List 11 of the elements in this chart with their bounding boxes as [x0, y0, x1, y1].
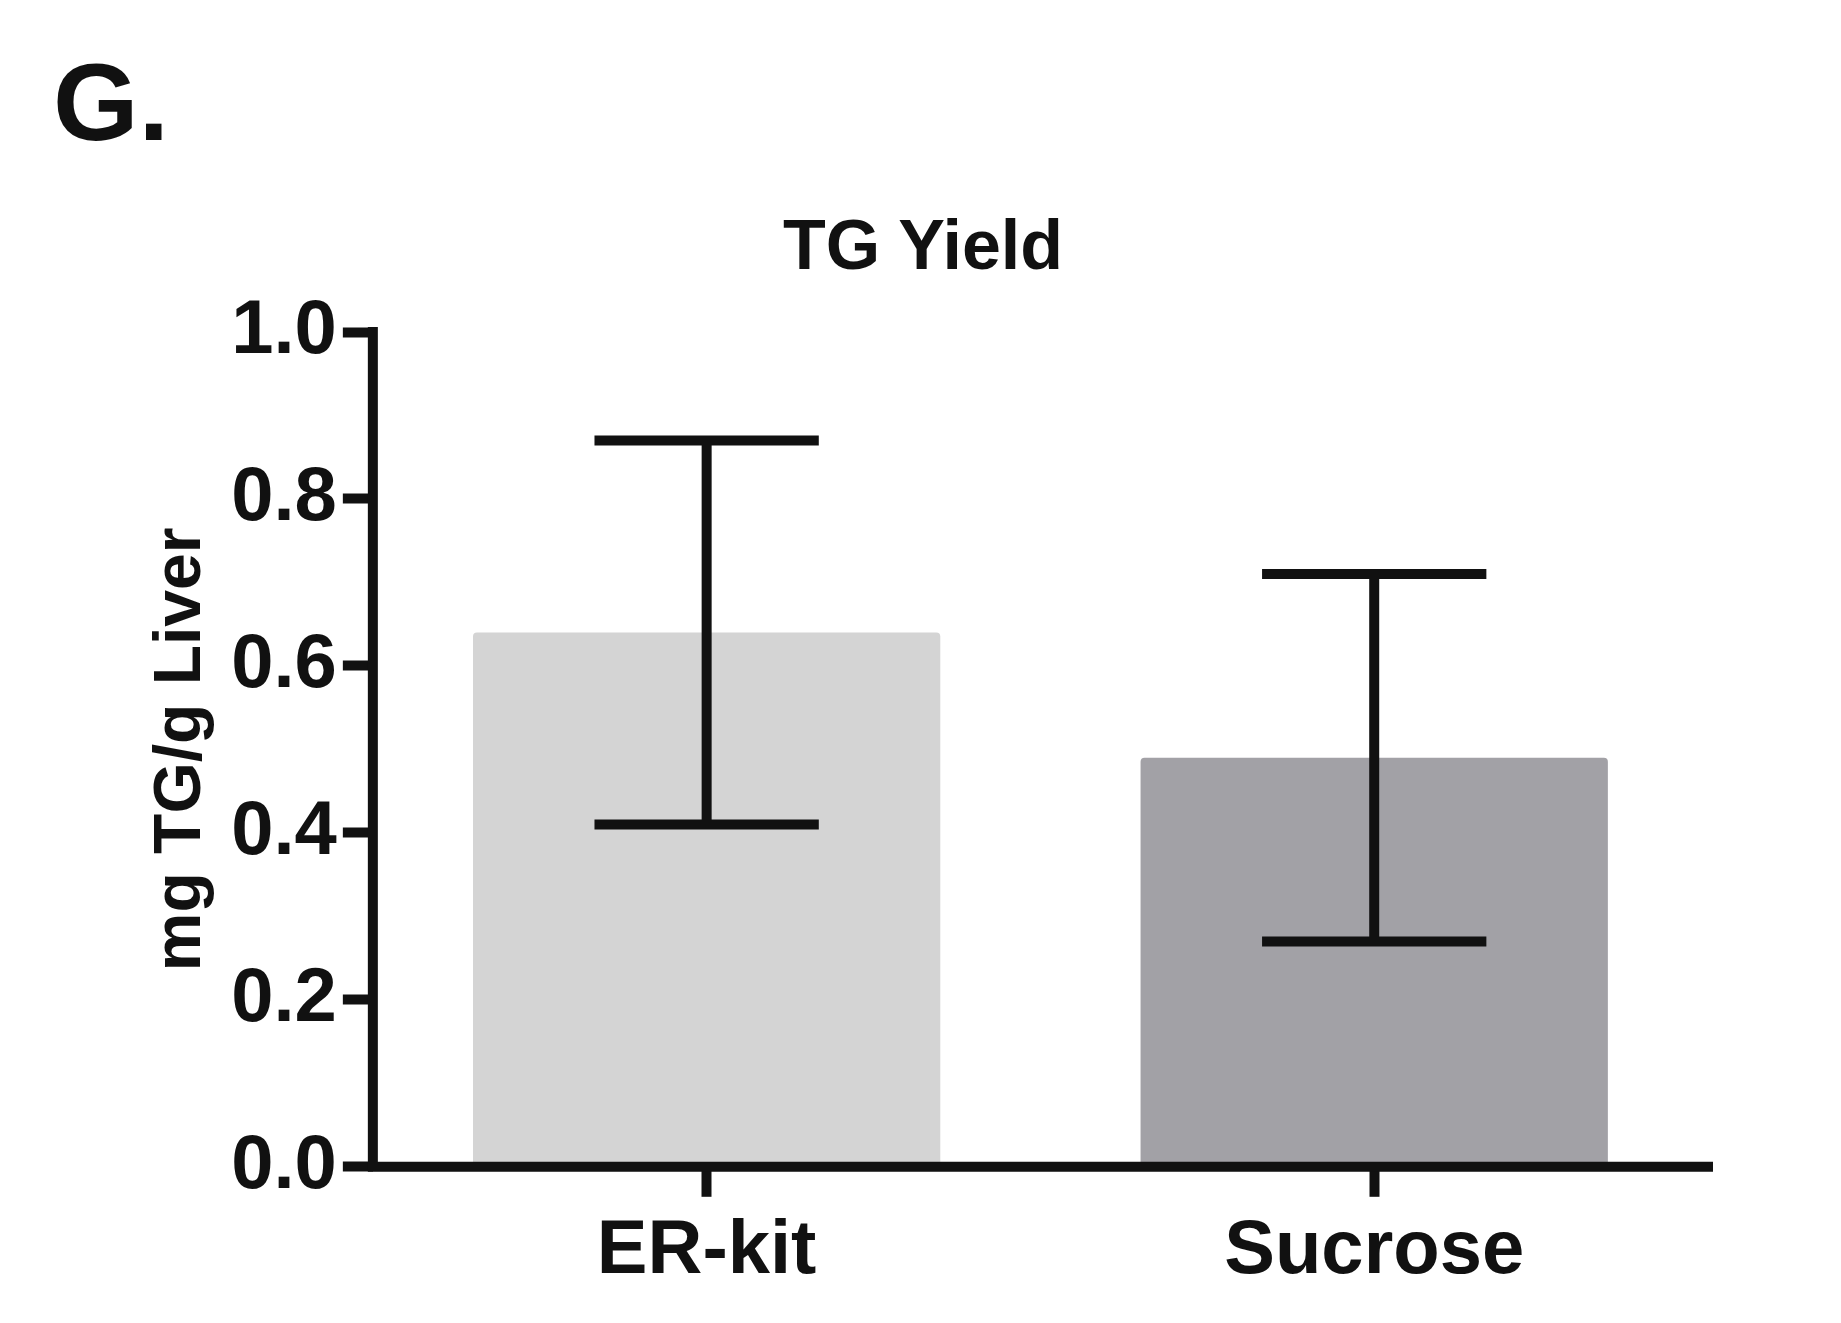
chart-title: TG Yield: [782, 206, 1064, 285]
y-axis-title: mg TG/g Liver: [139, 527, 214, 972]
x-tick-label: ER-kit: [596, 1204, 817, 1290]
y-tick-label: 0.2: [231, 951, 337, 1037]
y-tick-label: 1.0: [231, 283, 337, 369]
text: G.: [53, 39, 170, 165]
y-tick-label: 0.4: [231, 784, 337, 870]
y-tick-label: 0.0: [231, 1118, 337, 1204]
y-tick-label: 0.6: [231, 617, 337, 703]
x-tick-label: Sucrose: [1224, 1204, 1525, 1290]
y-tick-label: 0.8: [231, 450, 337, 536]
